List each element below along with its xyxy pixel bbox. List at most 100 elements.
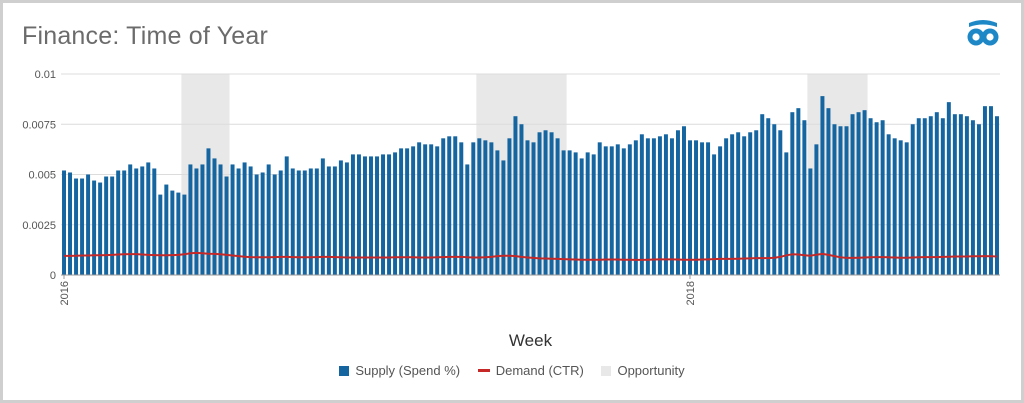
supply-bar — [724, 138, 729, 275]
supply-bar — [802, 120, 807, 275]
supply-bar — [597, 142, 602, 275]
supply-bar — [441, 138, 446, 275]
legend-label-supply: Supply (Spend %) — [355, 363, 461, 379]
supply-bar — [682, 126, 686, 275]
supply-bar — [669, 138, 674, 275]
legend-label-opportunity: Opportunity — [617, 363, 685, 379]
supply-bar — [591, 154, 596, 275]
supply-bar — [970, 120, 975, 275]
supply-bar — [736, 132, 741, 275]
supply-bar — [230, 164, 235, 275]
supply-bar — [74, 178, 79, 275]
supply-bar — [832, 124, 837, 275]
supply-bar — [86, 174, 91, 275]
x-tick-label: 2018 — [685, 281, 697, 305]
x-axis-label: Week — [509, 331, 553, 350]
supply-bar — [495, 150, 500, 275]
supply-bar — [844, 126, 849, 275]
supply-bar — [68, 172, 73, 275]
y-tick-label: 0.01 — [35, 69, 56, 81]
supply-bar — [242, 162, 247, 275]
supply-bar — [254, 174, 259, 275]
supply-bar — [260, 172, 265, 275]
supply-bar — [98, 182, 103, 275]
supply-bar — [477, 138, 482, 275]
supply-bar — [537, 132, 542, 275]
y-tick-label: 0.0075 — [22, 119, 56, 131]
supply-bar — [80, 178, 85, 275]
supply-bar — [706, 142, 711, 275]
supply-bar — [922, 118, 927, 275]
supply-bar — [718, 146, 723, 275]
legend-swatch-opportunity — [601, 366, 612, 377]
supply-bar — [393, 152, 398, 275]
supply-bar — [910, 124, 915, 275]
supply-bar — [483, 140, 488, 275]
supply-bar — [862, 110, 867, 276]
supply-bar — [152, 168, 157, 275]
supply-bar — [916, 118, 921, 275]
supply-bar — [603, 146, 608, 275]
supply-bar — [224, 176, 229, 275]
legend-swatch-demand — [477, 369, 490, 373]
supply-bar — [790, 112, 795, 275]
supply-bar — [579, 158, 584, 275]
supply-bar — [218, 164, 223, 275]
supply-bar — [459, 142, 464, 275]
supply-bar — [272, 174, 277, 275]
supply-bar — [140, 166, 145, 275]
supply-bar — [362, 156, 367, 275]
supply-bar — [206, 148, 211, 275]
supply-bar — [116, 170, 121, 275]
supply-bar — [62, 170, 66, 275]
supply-bar — [663, 134, 668, 275]
supply-bar — [958, 114, 963, 275]
supply-bar — [320, 158, 325, 275]
supply-bar — [886, 134, 891, 275]
supply-bar — [326, 166, 331, 275]
supply-bar — [850, 114, 855, 275]
supply-bar — [615, 144, 620, 275]
x-tick-label: 2016 — [59, 281, 71, 305]
supply-bar — [501, 160, 506, 275]
supply-bar — [742, 136, 747, 275]
legend-item-demand[interactable]: Demand (CTR) — [477, 363, 584, 378]
supply-bar — [543, 130, 548, 275]
chart-legend: Supply (Spend %) Demand (CTR) Opportunit… — [0, 362, 1024, 378]
supply-bar — [880, 120, 885, 275]
supply-bar — [868, 118, 873, 275]
supply-bar — [381, 154, 386, 275]
supply-bar — [982, 106, 987, 275]
supply-bar — [399, 148, 404, 275]
supply-bar — [417, 142, 422, 275]
legend-item-opportunity[interactable]: Opportunity — [601, 363, 685, 379]
supply-bar — [164, 184, 169, 275]
supply-bar — [651, 138, 656, 275]
supply-bar — [513, 116, 518, 276]
y-tick-label: 0 — [50, 270, 56, 282]
legend-item-supply[interactable]: Supply (Spend %) — [339, 363, 460, 378]
legend-swatch-supply — [339, 366, 350, 377]
supply-bar — [110, 176, 115, 275]
supply-bar — [531, 142, 536, 275]
supply-bar — [820, 96, 825, 275]
supply-bar — [940, 118, 945, 275]
supply-bar — [405, 148, 410, 275]
supply-bar — [453, 136, 458, 275]
supply-bar — [760, 114, 765, 275]
supply-bar — [892, 138, 897, 275]
supply-bar — [290, 168, 295, 275]
supply-bar — [976, 124, 981, 275]
supply-bar — [248, 166, 253, 275]
supply-bar — [808, 168, 813, 275]
supply-bar — [146, 162, 151, 275]
supply-bar — [778, 130, 783, 275]
supply-bar — [657, 136, 662, 275]
supply-bar — [645, 138, 650, 275]
supply-bar — [266, 164, 271, 275]
supply-bar — [308, 168, 313, 275]
supply-bar — [92, 180, 97, 275]
supply-bar — [609, 146, 614, 275]
supply-bar — [796, 108, 801, 275]
supply-bar — [904, 142, 909, 275]
